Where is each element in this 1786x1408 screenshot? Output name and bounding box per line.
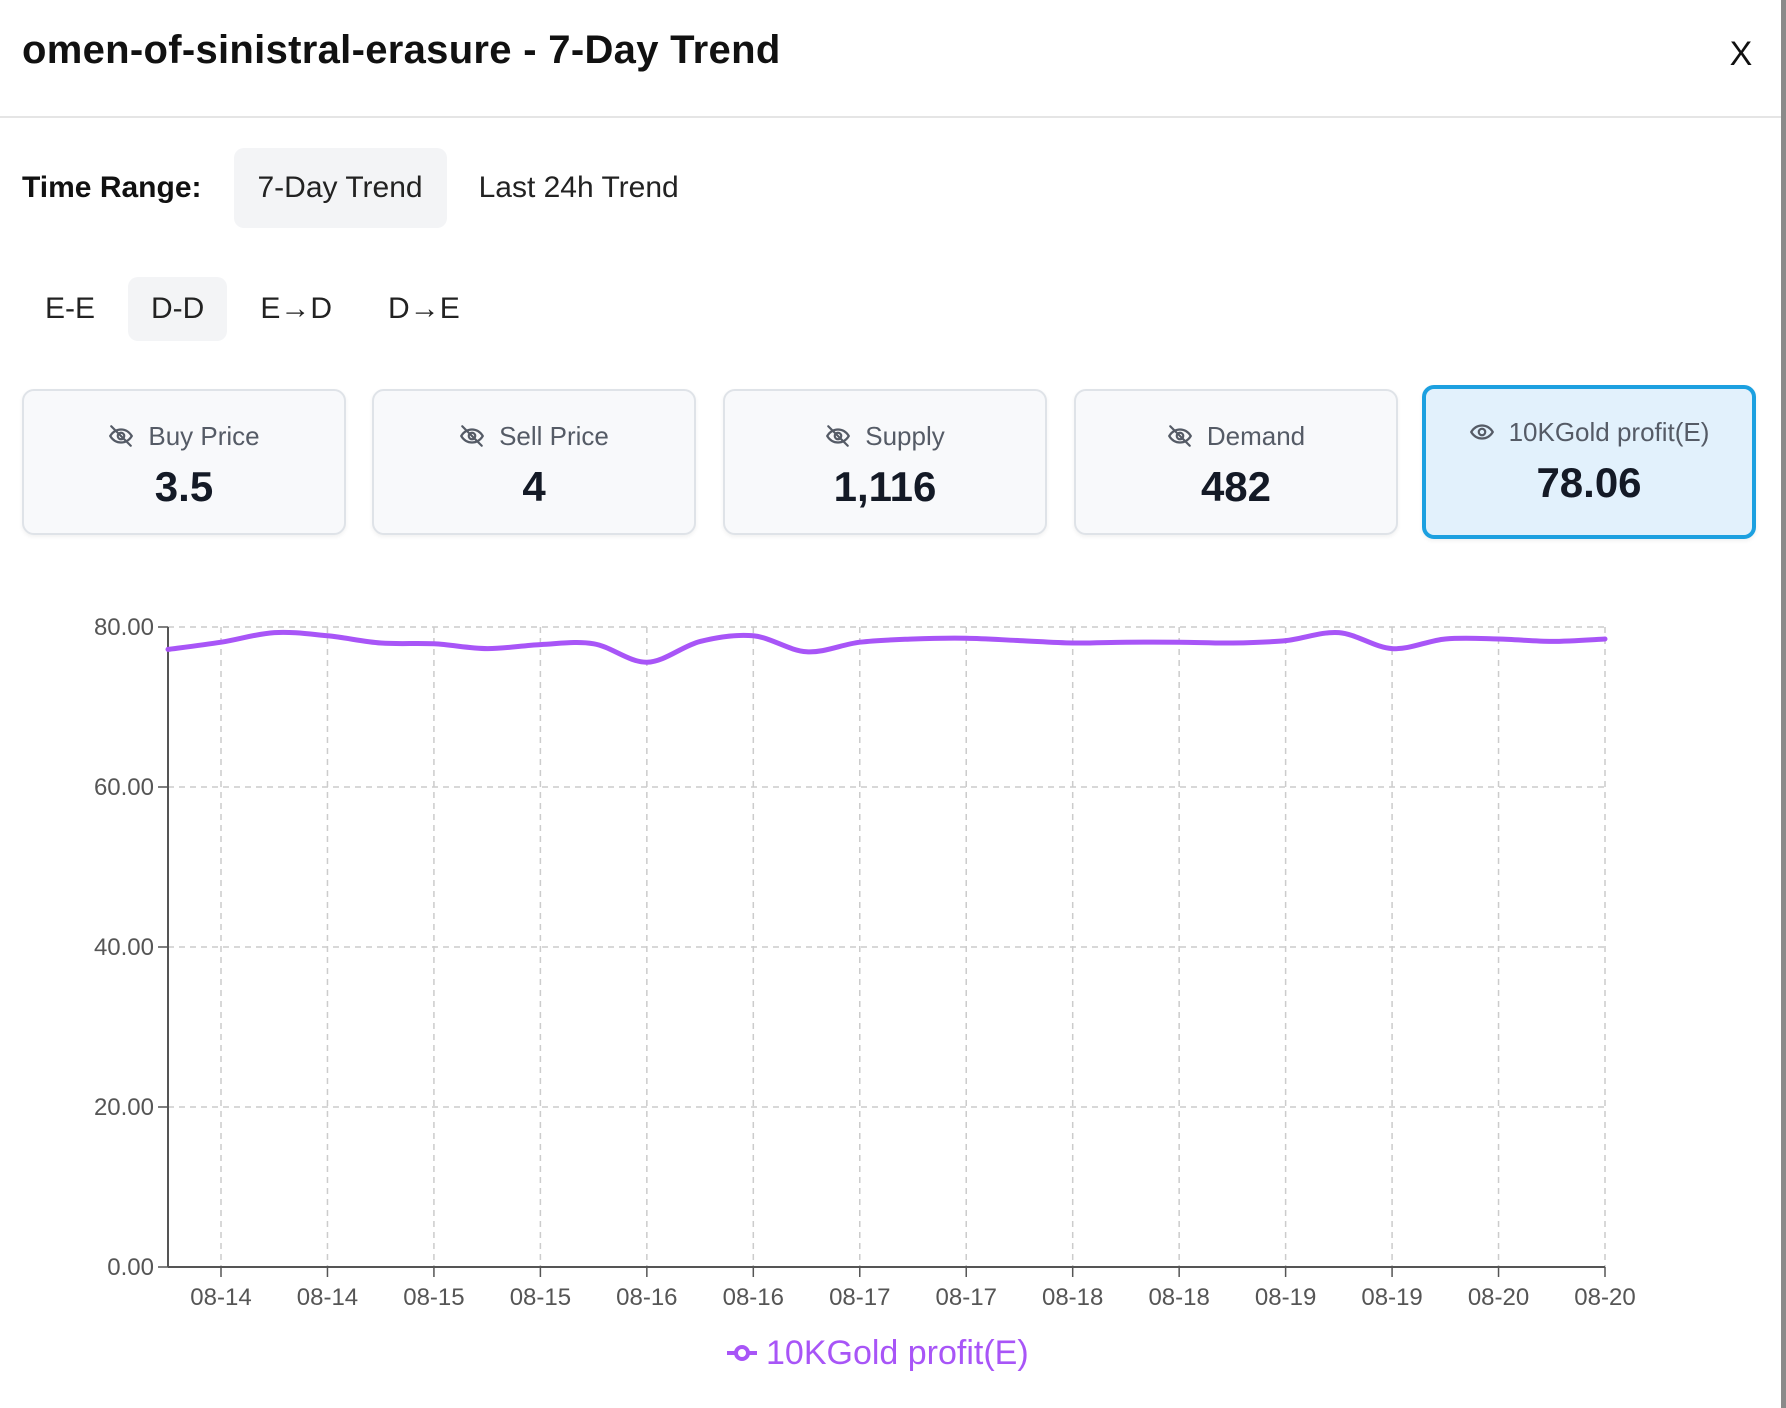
eye-icon [1469,424,1494,440]
x-tick-label: 08-18 [1042,1284,1103,1311]
x-tick-label: 08-19 [1361,1284,1422,1311]
x-tick-label: 08-14 [190,1284,251,1311]
mode-selector: E-E D-D E→D D→E [22,276,493,342]
scrollbar[interactable] [1781,0,1786,1408]
chart-axes [158,626,1606,1277]
metric-label: Sell Price [499,420,609,451]
mode-e-e-button[interactable]: E-E [22,277,118,341]
x-tick-label: 08-18 [1148,1284,1209,1311]
page-title: omen-of-sinistral-erasure - 7-Day Trend [22,28,781,72]
modal-header: omen-of-sinistral-erasure - 7-Day Trend … [0,0,1781,118]
legend-series-label: 10KGold profit(E) [766,1333,1029,1372]
tab-last-24h-trend[interactable]: Last 24h Trend [455,148,703,228]
metric-value: 482 [1200,463,1272,510]
chart-series [165,629,1608,665]
chart-grid [168,626,1606,1267]
trend-chart[interactable]: 0.00 20.00 40.00 60.00 80.00 08-14 08-14 08-15… [0,600,1781,1330]
mode-e-to-d-button[interactable]: E→D [237,277,355,341]
metric-value: 1,116 [833,463,937,510]
time-range-selector: Time Range: 7-Day Trend Last 24h Trend [22,148,711,228]
x-tick-label: 08-17 [829,1284,890,1311]
metric-card-buy-price[interactable]: Buy Price 3.5 [22,389,346,535]
metric-label: Buy Price [148,420,260,451]
x-tick-label: 08-16 [616,1284,677,1311]
metric-label: Demand [1206,420,1306,451]
mode-d-d-button[interactable]: D-D [128,277,228,341]
eye-off-icon [460,425,484,447]
metric-card-supply[interactable]: Supply 1,116 [723,389,1047,535]
x-tick-label: 08-14 [297,1284,358,1311]
y-tick-label: 60.00 [94,774,154,801]
metric-card-10kgold-profit[interactable]: 10KGold profit(E) 78.06 [1422,385,1756,539]
x-tick-label: 08-19 [1255,1284,1316,1311]
series-line-10kgold-profit [165,629,1608,665]
metric-label: 10KGold profit(E) [1508,416,1710,447]
metric-label: Supply [865,420,945,451]
x-tick-label: 08-16 [723,1284,784,1311]
x-tick-label: 08-20 [1468,1284,1529,1311]
y-tick-label: 0.00 [107,1254,154,1281]
legend-line-marker-icon [727,1345,757,1361]
close-button[interactable]: X [1716,26,1766,82]
x-axis-labels: 08-14 08-14 08-15 08-15 08-16 08-16 08-17 08-17… [190,1284,1635,1311]
metric-value: 78.06 [1536,459,1642,506]
metric-card-sell-price[interactable]: Sell Price 4 [372,389,696,535]
eye-off-icon [109,425,134,447]
chart-legend[interactable]: 10KGold profit(E) [726,1330,1029,1376]
y-tick-label: 80.00 [94,614,154,641]
x-tick-label: 08-17 [936,1284,997,1311]
x-tick-label: 08-20 [1574,1284,1635,1311]
x-tick-label: 08-15 [510,1284,571,1311]
mode-d-to-e-button[interactable]: D→E [365,277,483,341]
metric-value: 4 [522,463,546,510]
x-tick-label: 08-15 [403,1284,464,1311]
eye-off-icon [826,425,851,447]
eye-off-icon [1167,425,1192,447]
tab-7-day-trend[interactable]: 7-Day Trend [233,148,447,228]
y-tick-label: 40.00 [94,934,154,961]
y-axis-labels: 0.00 20.00 40.00 60.00 80.00 [94,614,154,1281]
y-tick-label: 20.00 [94,1094,154,1121]
time-range-label: Time Range: [22,171,202,204]
metric-card-demand[interactable]: Demand 482 [1074,389,1398,535]
metric-value: 3.5 [154,463,214,510]
